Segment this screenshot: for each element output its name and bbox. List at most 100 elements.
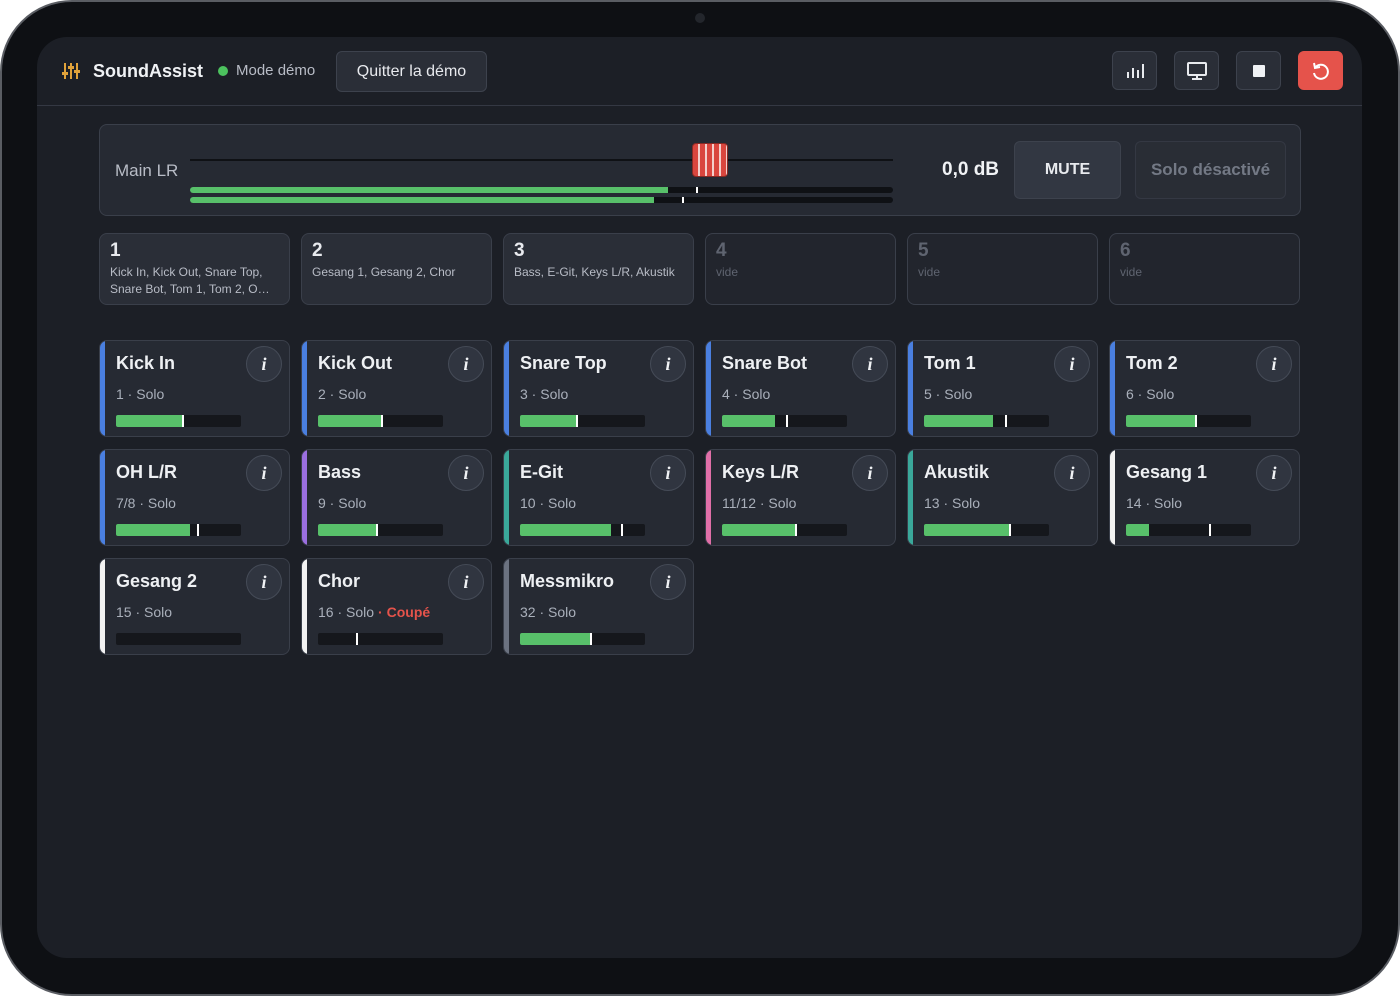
info-button[interactable]: i: [448, 564, 484, 600]
channel-color: [908, 450, 913, 545]
group-card[interactable]: 1 Kick In, Kick Out, Snare Top, Snare Bot…: [99, 233, 290, 305]
info-button[interactable]: i: [448, 455, 484, 491]
display-button[interactable]: [1174, 51, 1219, 90]
main-meter: [190, 197, 893, 203]
channel-card[interactable]: Messmikro 32 · Solo i: [503, 558, 694, 655]
info-button[interactable]: i: [246, 455, 282, 491]
channel-number-solo: 3 · Solo: [520, 386, 569, 402]
channel-color: [100, 450, 105, 545]
channel-number-solo: 16 · Solo: [318, 604, 375, 620]
channel-name: Gesang 2: [116, 571, 198, 591]
meters-button[interactable]: [1112, 51, 1157, 90]
channel-card[interactable]: Chor 16 · Solo · Coupé i: [301, 558, 492, 655]
channel-meter: [116, 415, 241, 427]
channel-meter: [520, 633, 645, 645]
channel-number-solo: 32 · Solo: [520, 604, 577, 620]
channel-card[interactable]: OH L/R 7/8 · Solo i: [99, 449, 290, 546]
channel-name: Tom 2: [1126, 353, 1178, 373]
channel-name: Kick In: [116, 353, 176, 373]
channel-meter: [924, 524, 1049, 536]
channel-name: Akustik: [924, 462, 990, 482]
solo-button[interactable]: Solo désactivé: [1135, 141, 1286, 199]
group-card[interactable]: 5 vide: [907, 233, 1098, 305]
mute-button[interactable]: MUTE: [1014, 141, 1121, 199]
channel-detail: 10 · Solo: [520, 495, 576, 511]
meter-peak: [355, 633, 358, 645]
channel-number-solo: 11/12 · Solo: [722, 495, 797, 511]
reset-button[interactable]: [1298, 51, 1343, 90]
channel-card[interactable]: Bass 9 · Solo i: [301, 449, 492, 546]
meter-level: [116, 415, 183, 427]
group-number: 5: [918, 240, 929, 261]
info-button[interactable]: i: [650, 346, 686, 382]
channel-detail: 4 · Solo: [722, 386, 770, 402]
channel-color: [1110, 450, 1115, 545]
info-button[interactable]: i: [246, 564, 282, 600]
group-number: 3: [514, 240, 525, 261]
channel-meter: [116, 633, 241, 645]
channel-number-solo: 6 · Solo: [1126, 386, 1175, 402]
info-button[interactable]: i: [852, 346, 888, 382]
channel-name: Messmikro: [520, 571, 615, 591]
channel-number-solo: 13 · Solo: [924, 495, 981, 511]
meter-peak: [375, 524, 378, 536]
meter-peak: [794, 524, 797, 536]
channel-number-solo: 15 · Solo: [116, 604, 173, 620]
meter-level: [924, 524, 1009, 536]
group-card[interactable]: 6 vide: [1109, 233, 1300, 305]
channel-name: Chor: [318, 571, 360, 591]
channel-name: Tom 1: [924, 353, 976, 373]
channel-name: Snare Bot: [722, 353, 808, 373]
channel-card[interactable]: Kick Out 2 · Solo i: [301, 340, 492, 437]
camera: [695, 13, 705, 23]
exit-demo-button[interactable]: Quitter la démo: [336, 51, 487, 92]
channel-card[interactable]: Tom 1 5 · Solo i: [907, 340, 1098, 437]
group-card[interactable]: 4 vide: [705, 233, 896, 305]
group-members: Gesang 1, Gesang 2, Chor: [312, 265, 456, 279]
channel-color: [504, 450, 509, 545]
channel-card[interactable]: Akustik 13 · Solo i: [907, 449, 1098, 546]
channel-card[interactable]: Snare Top 3 · Solo i: [503, 340, 694, 437]
channel-card[interactable]: Gesang 2 15 · Solo i: [99, 558, 290, 655]
info-button[interactable]: i: [448, 346, 484, 382]
channel-card[interactable]: Tom 2 6 · Solo i: [1109, 340, 1300, 437]
group-members: Bass, E-Git, Keys L/R, Akustik: [514, 265, 675, 279]
group-members: vide: [918, 265, 941, 279]
group-number: 4: [716, 240, 727, 261]
channel-meter: [116, 524, 241, 536]
meter-peak: [1005, 415, 1008, 427]
group-members: vide: [716, 265, 739, 279]
channel-card[interactable]: Keys L/R 11/12 · Solo i: [705, 449, 896, 546]
channel-card[interactable]: Kick In 1 · Solo i: [99, 340, 290, 437]
group-card[interactable]: 2 Gesang 1, Gesang 2, Chor: [301, 233, 492, 305]
info-button[interactable]: i: [1256, 346, 1292, 382]
channel-meter: [318, 415, 443, 427]
fader-knob[interactable]: [692, 143, 729, 177]
meter-peak: [696, 187, 699, 193]
info-button[interactable]: i: [650, 564, 686, 600]
channel-card[interactable]: Snare Bot 4 · Solo i: [705, 340, 896, 437]
meter-level: [1126, 415, 1195, 427]
channel-card[interactable]: E-Git 10 · Solo i: [503, 449, 694, 546]
meter-level: [520, 524, 612, 536]
info-button[interactable]: i: [1054, 455, 1090, 491]
channel-detail: 9 · Solo: [318, 495, 366, 511]
channel-card[interactable]: Gesang 1 14 · Solo i: [1109, 449, 1300, 546]
info-button[interactable]: i: [246, 346, 282, 382]
group-card[interactable]: 3 Bass, E-Git, Keys L/R, Akustik: [503, 233, 694, 305]
info-button[interactable]: i: [1256, 455, 1292, 491]
meter-peak: [197, 524, 200, 536]
info-button[interactable]: i: [852, 455, 888, 491]
meter-level: [190, 187, 669, 193]
channel-meter: [1126, 415, 1251, 427]
stop-button[interactable]: [1236, 51, 1281, 90]
channel-color: [302, 341, 307, 436]
meter-peak: [1009, 524, 1011, 536]
meter-level: [318, 415, 381, 427]
channel-number-solo: 7/8 · Solo: [116, 495, 176, 511]
info-button[interactable]: i: [650, 455, 686, 491]
info-button[interactable]: i: [1054, 346, 1090, 382]
meter-level: [722, 524, 795, 536]
channel-detail: 32 · Solo: [520, 604, 576, 620]
channel-meter: [722, 415, 847, 427]
